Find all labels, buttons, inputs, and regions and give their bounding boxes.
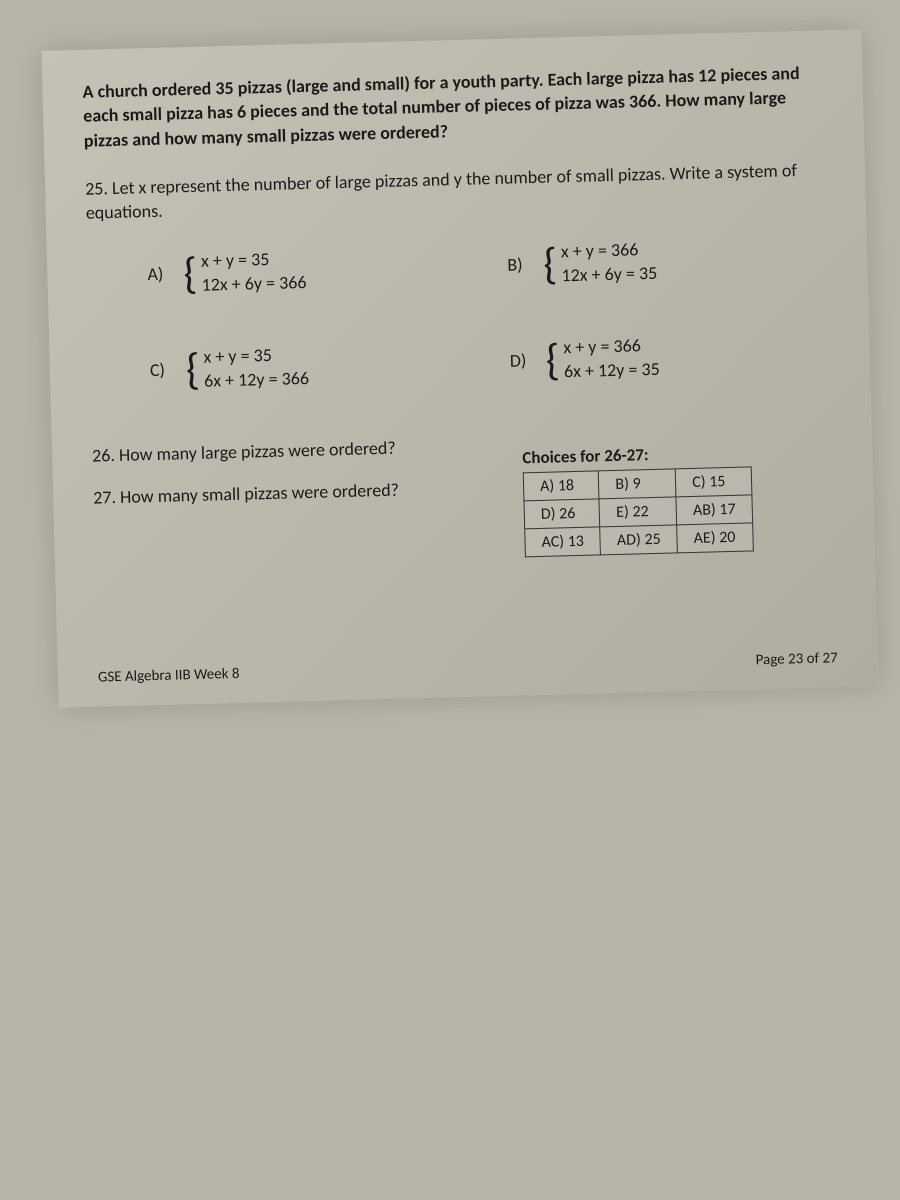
brace-icon: { <box>543 246 558 282</box>
choice-cell: E) 22 <box>599 497 677 527</box>
choice-cell: AB) 17 <box>676 495 752 525</box>
option-B-system: { x + y = 366 12x + 6y = 35 <box>543 238 658 287</box>
option-B-eq1: x + y = 366 <box>561 238 657 262</box>
page-footer: GSE Algebra IIB Week 8 Page 23 of 27 <box>98 650 838 687</box>
option-D-eq2: 6x + 12y = 35 <box>564 358 660 382</box>
option-C: C) { x + y = 35 6x + 12y = 366 <box>149 339 470 393</box>
option-B: B) { x + y = 366 12x + 6y = 35 <box>507 234 828 288</box>
footer-left: GSE Algebra IIB Week 8 <box>98 665 240 687</box>
option-D-system: { x + y = 366 6x + 12y = 35 <box>545 334 660 383</box>
brace-icon: { <box>183 256 198 292</box>
choice-cell: A) 18 <box>523 471 599 501</box>
choices-table: A) 18 B) 9 C) 15 D) 26 E) 22 AB) 17 AC) … <box>523 467 754 558</box>
question-25: 25. Let x represent the number of large … <box>85 157 826 225</box>
option-C-eq2: 6x + 12y = 366 <box>204 367 309 392</box>
brace-icon: { <box>545 342 560 378</box>
choice-cell: B) 9 <box>599 469 677 499</box>
option-B-eq2: 12x + 6y = 35 <box>561 262 657 286</box>
option-C-label: C) <box>150 359 175 382</box>
problem-intro: A church ordered 35 pizzas (large and sm… <box>82 60 824 152</box>
option-C-system: { x + y = 35 6x + 12y = 366 <box>185 343 309 392</box>
choice-cell: AE) 20 <box>677 523 753 553</box>
choice-cell: AD) 25 <box>600 525 678 555</box>
option-A: A) { x + y = 35 12x + 6y = 366 <box>147 243 468 297</box>
option-A-label: A) <box>147 263 172 286</box>
q25-options: A) { x + y = 35 12x + 6y = 366 B) { x + … <box>147 234 830 394</box>
option-D-label: D) <box>510 350 535 373</box>
choice-cell: AC) 13 <box>525 527 601 557</box>
option-D-eq1: x + y = 366 <box>563 334 659 358</box>
option-B-label: B) <box>507 254 532 277</box>
choice-cell: C) 15 <box>675 467 751 497</box>
brace-icon: { <box>185 352 200 388</box>
table-row: AC) 13 AD) 25 AE) 20 <box>525 523 753 557</box>
option-A-eq2: 12x + 6y = 366 <box>201 271 306 296</box>
choices-block: Choices for 26-27: A) 18 B) 9 C) 15 D) 2… <box>522 440 835 558</box>
worksheet-page: A church ordered 35 pizzas (large and sm… <box>42 29 879 708</box>
option-A-system: { x + y = 35 12x + 6y = 366 <box>183 247 307 296</box>
option-C-eq1: x + y = 35 <box>203 343 308 368</box>
choice-cell: D) 26 <box>524 499 600 529</box>
footer-right: Page 23 of 27 <box>755 650 838 670</box>
option-A-eq1: x + y = 35 <box>201 247 306 272</box>
option-D: D) { x + y = 366 6x + 12y = 35 <box>509 330 830 384</box>
